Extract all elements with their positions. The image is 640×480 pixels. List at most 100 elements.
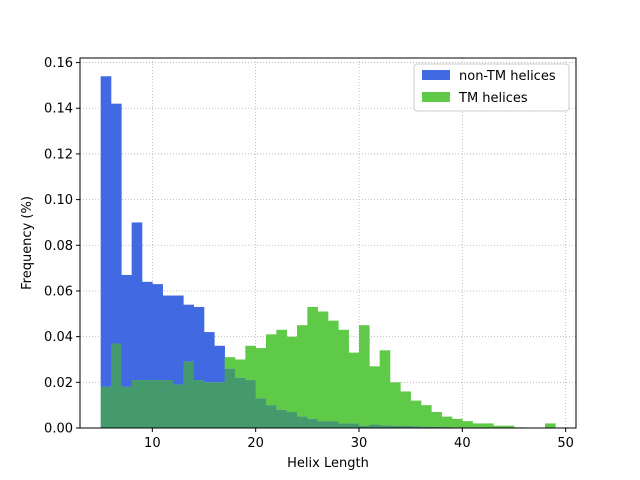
x-axis-label: Helix Length xyxy=(287,456,369,471)
y-tick-label: 0.06 xyxy=(44,284,73,299)
overlap-bar xyxy=(121,386,132,428)
overlap-bar xyxy=(328,421,339,428)
tm-bar xyxy=(462,421,473,428)
y-tick-label: 0.12 xyxy=(44,147,73,162)
overlap-bar xyxy=(286,412,298,428)
tm-bar xyxy=(379,350,391,426)
legend-label-non-tm: non-TM helices xyxy=(459,69,556,84)
tm-bar xyxy=(245,345,256,381)
tm-bar xyxy=(472,423,484,428)
overlap-bar xyxy=(100,386,112,428)
overlap-bar xyxy=(255,398,267,428)
non-tm-bar xyxy=(162,295,174,381)
overlap-bar xyxy=(266,405,277,428)
overlap-bar xyxy=(173,384,184,428)
tm-bar xyxy=(266,334,277,406)
tm-bar xyxy=(297,325,308,417)
overlap-bar xyxy=(390,425,401,428)
overlap-bar xyxy=(317,421,329,428)
tm-bar xyxy=(359,325,370,426)
y-tick-label: 0.10 xyxy=(44,193,73,208)
overlap-bar xyxy=(431,426,442,428)
non-tm-bar xyxy=(111,103,122,344)
tm-bar xyxy=(255,348,267,399)
legend-swatch-non-tm xyxy=(422,70,450,80)
y-axis-label: Frequency (%) xyxy=(20,196,35,290)
overlap-bar xyxy=(152,380,163,428)
tm-bar xyxy=(338,329,349,424)
tm-bar xyxy=(348,352,360,424)
tm-bar xyxy=(400,391,411,426)
x-tick-label: 30 xyxy=(351,436,368,451)
tm-bar xyxy=(276,329,287,410)
overlap-bar xyxy=(224,368,236,428)
non-tm-bar xyxy=(173,295,184,385)
tm-bar xyxy=(286,336,298,413)
tm-bar xyxy=(441,416,453,428)
tm-bar xyxy=(421,405,432,427)
tm-bar xyxy=(317,311,329,422)
overlap-bar xyxy=(410,426,422,428)
overlap-bar xyxy=(307,418,318,428)
axis-ticks: 10 20 30 40 50 0.00 0.02 0.04 0.06 0.08 0.10 0.12 0.… xyxy=(44,56,574,451)
legend-swatch-tm xyxy=(422,92,450,102)
tm-bar xyxy=(410,400,422,427)
overlap-bar xyxy=(297,416,308,428)
overlap-bar xyxy=(131,380,143,428)
y-tick-label: 0.00 xyxy=(44,422,73,437)
y-tick-label: 0.16 xyxy=(44,56,73,71)
x-tick-label: 50 xyxy=(557,436,574,451)
overlap-bar xyxy=(421,426,432,428)
legend: non-TM helices TM helices xyxy=(413,63,570,112)
overlap-bar xyxy=(214,382,225,428)
overlap-bar xyxy=(142,380,153,428)
y-tick-label: 0.02 xyxy=(44,376,73,391)
overlap-bar xyxy=(162,380,174,428)
tm-bar xyxy=(224,357,236,369)
overlap-bar xyxy=(235,377,246,428)
tm-bar xyxy=(307,306,318,419)
tm-bar xyxy=(235,359,246,378)
plot-frame xyxy=(79,57,577,429)
overlap-bar xyxy=(111,343,122,428)
non-tm-bar xyxy=(152,284,163,381)
overlap-bar xyxy=(369,424,380,428)
non-tm-bar xyxy=(183,304,194,362)
overlap-bar xyxy=(338,423,349,428)
tm-bar xyxy=(328,320,339,422)
overlap-bar xyxy=(245,380,256,428)
non-tm-bar xyxy=(193,306,205,381)
overlap-bar xyxy=(204,382,215,428)
non-tm-bar xyxy=(214,345,225,383)
x-tick-label: 40 xyxy=(454,436,471,451)
tm-bar xyxy=(431,412,442,427)
legend-label-tm: TM helices xyxy=(458,91,528,106)
x-tick-label: 10 xyxy=(144,436,161,451)
tm-bar xyxy=(503,425,515,428)
overlap-bar xyxy=(276,409,287,428)
y-tick-label: 0.08 xyxy=(44,239,73,254)
non-tm-bar xyxy=(100,76,112,387)
overlap-bar xyxy=(183,361,194,428)
overlap-bar xyxy=(400,425,411,428)
non-tm-bar xyxy=(121,274,132,387)
overlap-bar xyxy=(348,423,360,428)
tm-bar xyxy=(493,425,504,428)
tm-bar xyxy=(390,382,401,426)
x-tick-label: 20 xyxy=(247,436,264,451)
tm-bar xyxy=(545,423,556,428)
tm-bar xyxy=(452,418,463,428)
legend-box xyxy=(413,63,570,112)
overlap-bar xyxy=(193,380,205,428)
y-tick-label: 0.04 xyxy=(44,330,73,345)
y-tick-label: 0.14 xyxy=(44,102,73,117)
overlap-bar xyxy=(379,425,391,428)
non-tm-bar xyxy=(204,332,215,383)
tm-bar xyxy=(369,366,380,425)
non-tm-bar xyxy=(131,222,143,381)
tm-bar xyxy=(483,423,494,428)
overlap-bar xyxy=(359,425,370,428)
non-tm-bar xyxy=(142,281,153,381)
histogram-bars xyxy=(100,76,556,428)
